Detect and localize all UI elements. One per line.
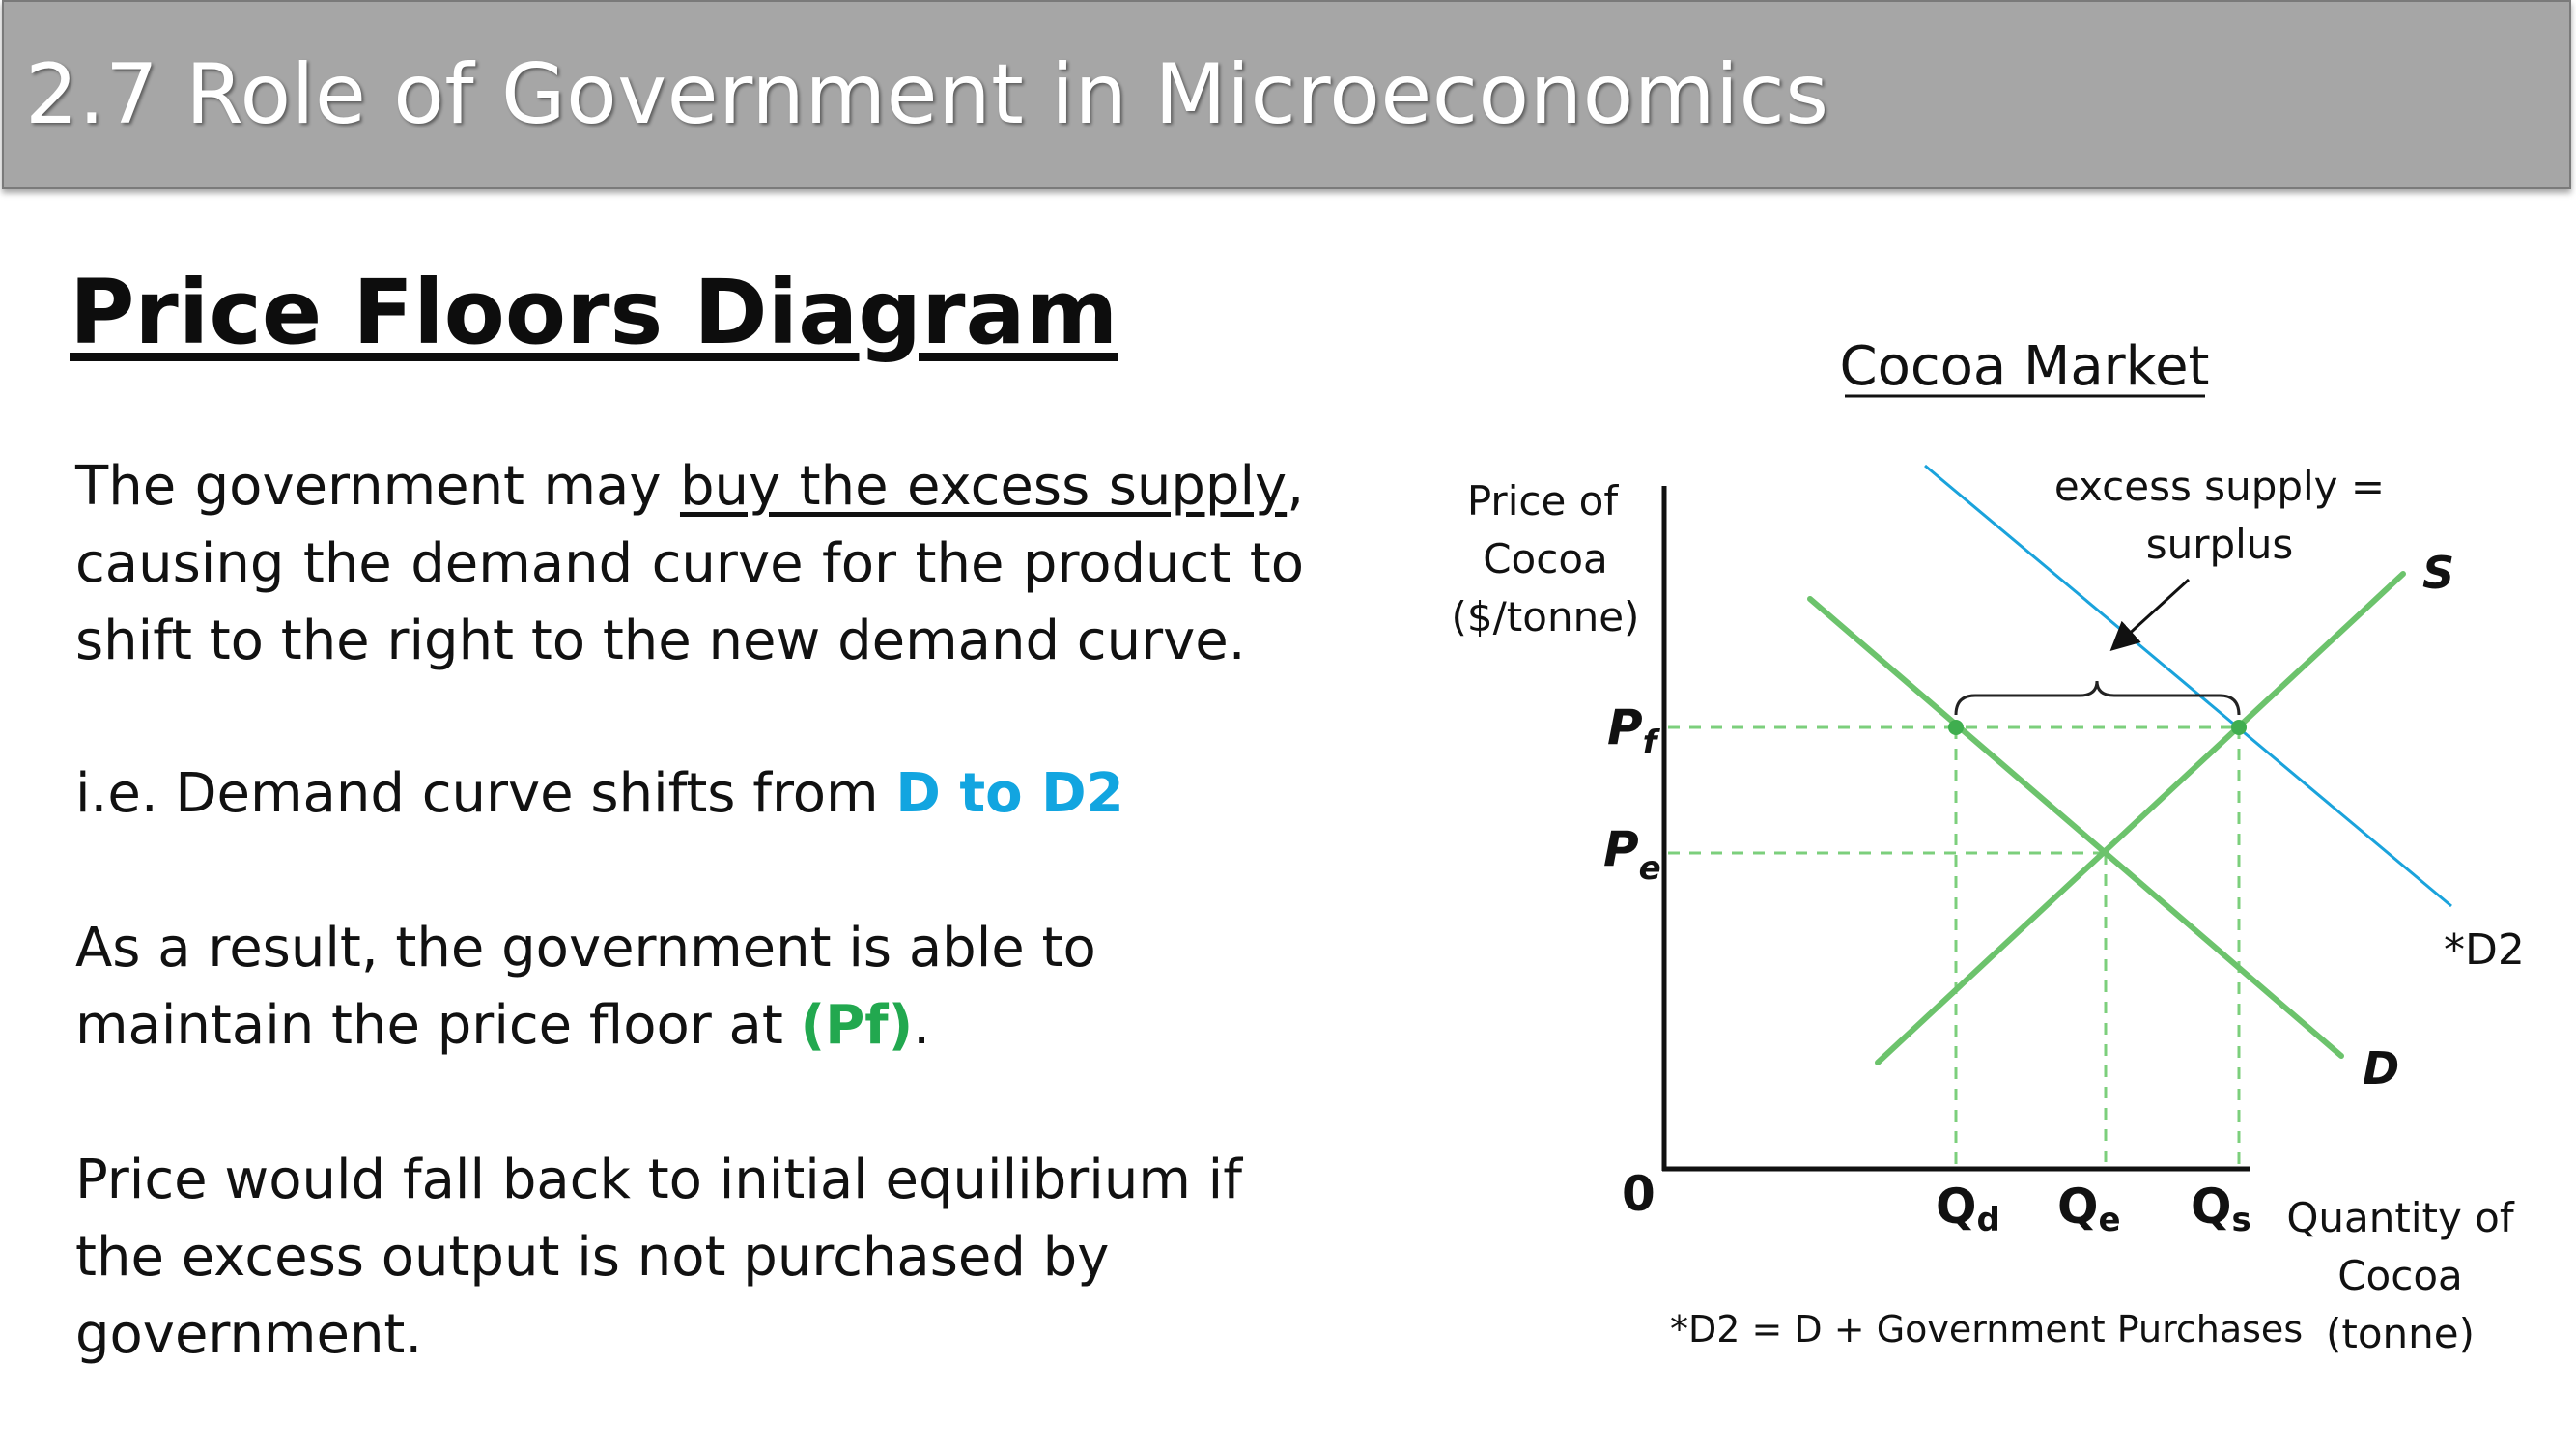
qs-point — [2231, 720, 2247, 735]
paragraph-result: As a result, the government is able to m… — [75, 910, 1304, 1065]
paragraph-intro-underlined: buy the excess supply — [679, 455, 1288, 518]
origin-label: 0 — [1622, 1166, 1656, 1222]
title-bar: 2.7 Role of Government in Microeconomics — [2, 0, 2571, 189]
paragraph-shift-highlight: D to D2 — [895, 762, 1124, 825]
surplus-arrow — [2109, 578, 2191, 652]
diagram-title: Cocoa Market — [1839, 335, 2209, 398]
pe-label: Pe — [1603, 821, 1661, 888]
qe-label: Qe — [2057, 1179, 2121, 1239]
supply-curve — [1875, 571, 2406, 1065]
paragraph-result-highlight: (Pf) — [800, 994, 914, 1057]
demand2-label: *D2 — [2444, 925, 2525, 975]
paragraph-shift-text: i.e. Demand curve shifts from — [75, 762, 896, 825]
x-axis-label-line1: Quantity of — [2286, 1194, 2515, 1241]
paragraph-intro-end: , causing the demand curve for the produ… — [75, 455, 1304, 672]
qd-label: Qd — [1936, 1179, 2000, 1239]
paragraph-shift: i.e. Demand curve shifts from D to D2 — [75, 755, 1304, 833]
demand2-curve — [1924, 464, 2452, 908]
surplus-annotation-line2: surplus — [2146, 521, 2294, 568]
supply-label: S — [2422, 547, 2454, 599]
paragraph-fallback: Price would fall back to initial equilib… — [75, 1149, 1242, 1366]
demand-label: D — [2363, 1042, 2399, 1094]
x-axis-label-line2: Cocoa — [2337, 1252, 2463, 1299]
paragraph-intro: The government may buy the excess supply… — [75, 448, 1304, 680]
paragraph-result-end: . — [913, 994, 931, 1057]
y-axis-label-line1: Price of — [1467, 477, 1620, 525]
pf-label: Pf — [1607, 699, 1661, 762]
y-axis-label-line2: Cocoa — [1483, 535, 1608, 582]
y-axis-label-line3: ($/tonne) — [1452, 593, 1640, 640]
paragraph-intro-start: The government may — [75, 455, 680, 518]
demand-curve — [1807, 596, 2344, 1059]
slide-title: 2.7 Role of Government in Microeconomics — [25, 46, 1829, 143]
x-axis-label-line3: (tonne) — [2326, 1310, 2475, 1357]
surplus-brace — [1954, 680, 2241, 716]
paragraph-result-text: As a result, the government is able to m… — [75, 917, 1096, 1057]
page-heading: Price Floors Diagram — [70, 261, 1118, 364]
qd-point — [1948, 720, 1964, 735]
qs-label: Qs — [2191, 1179, 2251, 1239]
diagram-footnote: *D2 = D + Government Purchases — [1670, 1308, 2303, 1350]
surplus-annotation-line1: excess supply = — [2054, 463, 2385, 510]
